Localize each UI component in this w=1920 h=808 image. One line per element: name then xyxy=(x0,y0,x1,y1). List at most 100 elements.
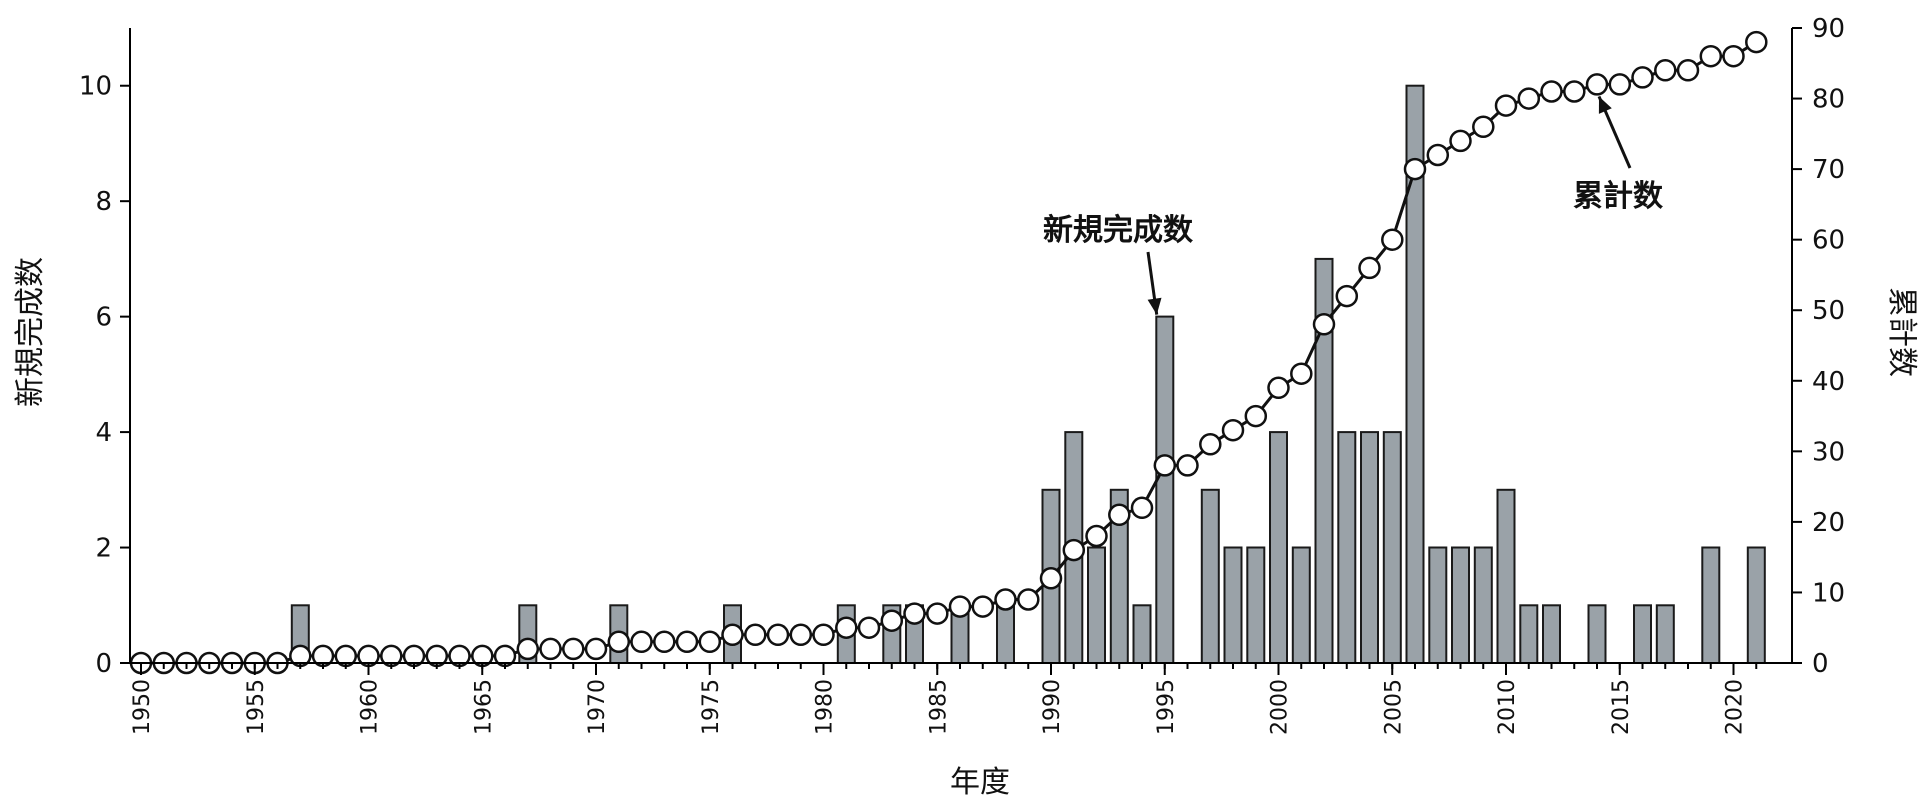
x-tick-label-1970: 1970 xyxy=(585,679,610,735)
bar-2016 xyxy=(1633,604,1652,664)
cumulative-point-2003 xyxy=(1335,284,1359,308)
cumulative-point-2015 xyxy=(1608,73,1632,96)
right-tick-label-60: 60 xyxy=(1812,226,1845,256)
x-tick-label-2000: 2000 xyxy=(1268,679,1293,735)
x-tick-label-1990: 1990 xyxy=(1040,679,1065,735)
x-tick-label-2015: 2015 xyxy=(1609,679,1634,735)
cumulative-point-1973 xyxy=(653,630,676,654)
cumulative-point-1989 xyxy=(1017,588,1040,611)
cumulative-point-1987 xyxy=(971,595,995,618)
cumulative-point-1986 xyxy=(948,595,972,618)
bar-1997 xyxy=(1200,488,1220,664)
bar-2011 xyxy=(1519,604,1539,664)
bar-2003 xyxy=(1337,431,1357,664)
x-tick-label-1980: 1980 xyxy=(813,679,838,735)
bar-2001 xyxy=(1291,546,1311,664)
bar-2000 xyxy=(1269,431,1288,664)
cumulative-point-1968 xyxy=(539,637,562,661)
left-tick-label-0: 0 xyxy=(95,649,112,679)
annotation-cumulative-arrowhead xyxy=(1598,96,1612,114)
cumulative-point-1999 xyxy=(1244,404,1268,428)
cumulative-point-1992 xyxy=(1085,524,1108,548)
cumulative-point-2006 xyxy=(1403,157,1427,181)
cumulative-point-2005 xyxy=(1381,228,1404,251)
cumulative-point-2016 xyxy=(1631,66,1654,89)
right-tick-label-90: 90 xyxy=(1812,14,1845,44)
cumulative-points-layer xyxy=(129,30,1768,675)
bar-2014 xyxy=(1587,604,1607,664)
bar-1992 xyxy=(1087,546,1106,664)
x-tick-label-2005: 2005 xyxy=(1381,679,1406,735)
annotations-layer: 新規完成数 累計数 xyxy=(1043,95,1664,315)
cumulative-point-1996 xyxy=(1176,454,1199,477)
bar-2005 xyxy=(1382,431,1402,664)
cumulative-point-2004 xyxy=(1358,256,1381,280)
bar-1995 xyxy=(1155,315,1175,664)
bar-2008 xyxy=(1451,546,1470,664)
cumulative-point-1977 xyxy=(744,623,767,647)
cumulative-point-2013 xyxy=(1563,80,1586,103)
cumulative-point-1983 xyxy=(880,609,904,632)
bar-2017 xyxy=(1655,604,1675,664)
cumulative-point-1997 xyxy=(1199,433,1222,456)
right-tick-label-40: 40 xyxy=(1812,367,1845,397)
cumulative-point-1993 xyxy=(1108,503,1131,527)
x-tick-label-1965: 1965 xyxy=(471,679,496,735)
x-tick-label-1955: 1955 xyxy=(244,679,269,735)
cumulative-point-2010 xyxy=(1494,94,1518,117)
bar-2019 xyxy=(1701,546,1721,664)
right-tick-label-70: 70 xyxy=(1812,155,1845,185)
cumulative-point-2000 xyxy=(1267,376,1290,400)
bar-2021 xyxy=(1746,546,1766,664)
cumulative-point-1979 xyxy=(789,623,813,647)
cumulative-point-1984 xyxy=(903,602,926,625)
cumulative-point-1972 xyxy=(630,630,653,654)
bar-2010 xyxy=(1496,488,1516,664)
cumulative-point-1976 xyxy=(721,623,744,647)
cumulative-point-1988 xyxy=(994,588,1017,611)
left-tick-label-6: 6 xyxy=(95,303,112,333)
bars-layer xyxy=(290,84,1766,664)
cumulative-point-2017 xyxy=(1654,59,1677,82)
right-tick-label-80: 80 xyxy=(1812,85,1845,115)
cumulative-point-2019 xyxy=(1699,44,1723,68)
cumulative-point-2014 xyxy=(1585,73,1609,96)
x-tick-label-1950: 1950 xyxy=(130,679,155,735)
cumulative-point-1978 xyxy=(766,623,790,647)
bar-2012 xyxy=(1542,604,1561,664)
cumulative-point-1980 xyxy=(812,623,835,647)
cumulative-point-2012 xyxy=(1540,80,1563,103)
x-tick-label-2010: 2010 xyxy=(1495,679,1520,735)
cumulative-point-1971 xyxy=(607,630,631,654)
bar-2007 xyxy=(1428,546,1448,664)
cumulative-point-2009 xyxy=(1472,115,1495,139)
right-tick-label-0: 0 xyxy=(1812,649,1829,679)
cumulative-point-1995 xyxy=(1153,454,1177,477)
cumulative-point-2011 xyxy=(1517,87,1541,110)
x-tick-label-1975: 1975 xyxy=(699,679,724,735)
cumulative-point-1990 xyxy=(1039,567,1063,590)
cumulative-point-1998 xyxy=(1221,418,1245,442)
left-y-axis-title: 新規完成数 xyxy=(13,257,48,407)
annotation-new-completions: 新規完成数 xyxy=(1043,213,1194,248)
cumulative-point-1985 xyxy=(926,602,949,625)
cumulative-point-2001 xyxy=(1290,362,1313,385)
x-tick-label-1985: 1985 xyxy=(926,679,951,735)
cumulative-point-2020 xyxy=(1722,44,1745,68)
left-tick-label-10: 10 xyxy=(79,72,112,102)
bar-1994 xyxy=(1132,604,1152,664)
x-tick-label-2020: 2020 xyxy=(1723,679,1748,735)
cumulative-point-1969 xyxy=(562,637,585,661)
right-tick-label-20: 20 xyxy=(1812,508,1845,538)
annotation-new-completions-arrowhead xyxy=(1147,297,1162,315)
cumulative-point-2021 xyxy=(1745,30,1768,54)
cumulative-point-1994 xyxy=(1130,496,1154,520)
x-tick-label-1995: 1995 xyxy=(1154,679,1179,735)
left-tick-label-8: 8 xyxy=(95,187,112,217)
bar-1999 xyxy=(1246,546,1266,664)
bar-1998 xyxy=(1223,546,1243,664)
x-axis-title: 年度 xyxy=(950,765,1010,800)
cumulative-point-1967 xyxy=(516,637,540,661)
